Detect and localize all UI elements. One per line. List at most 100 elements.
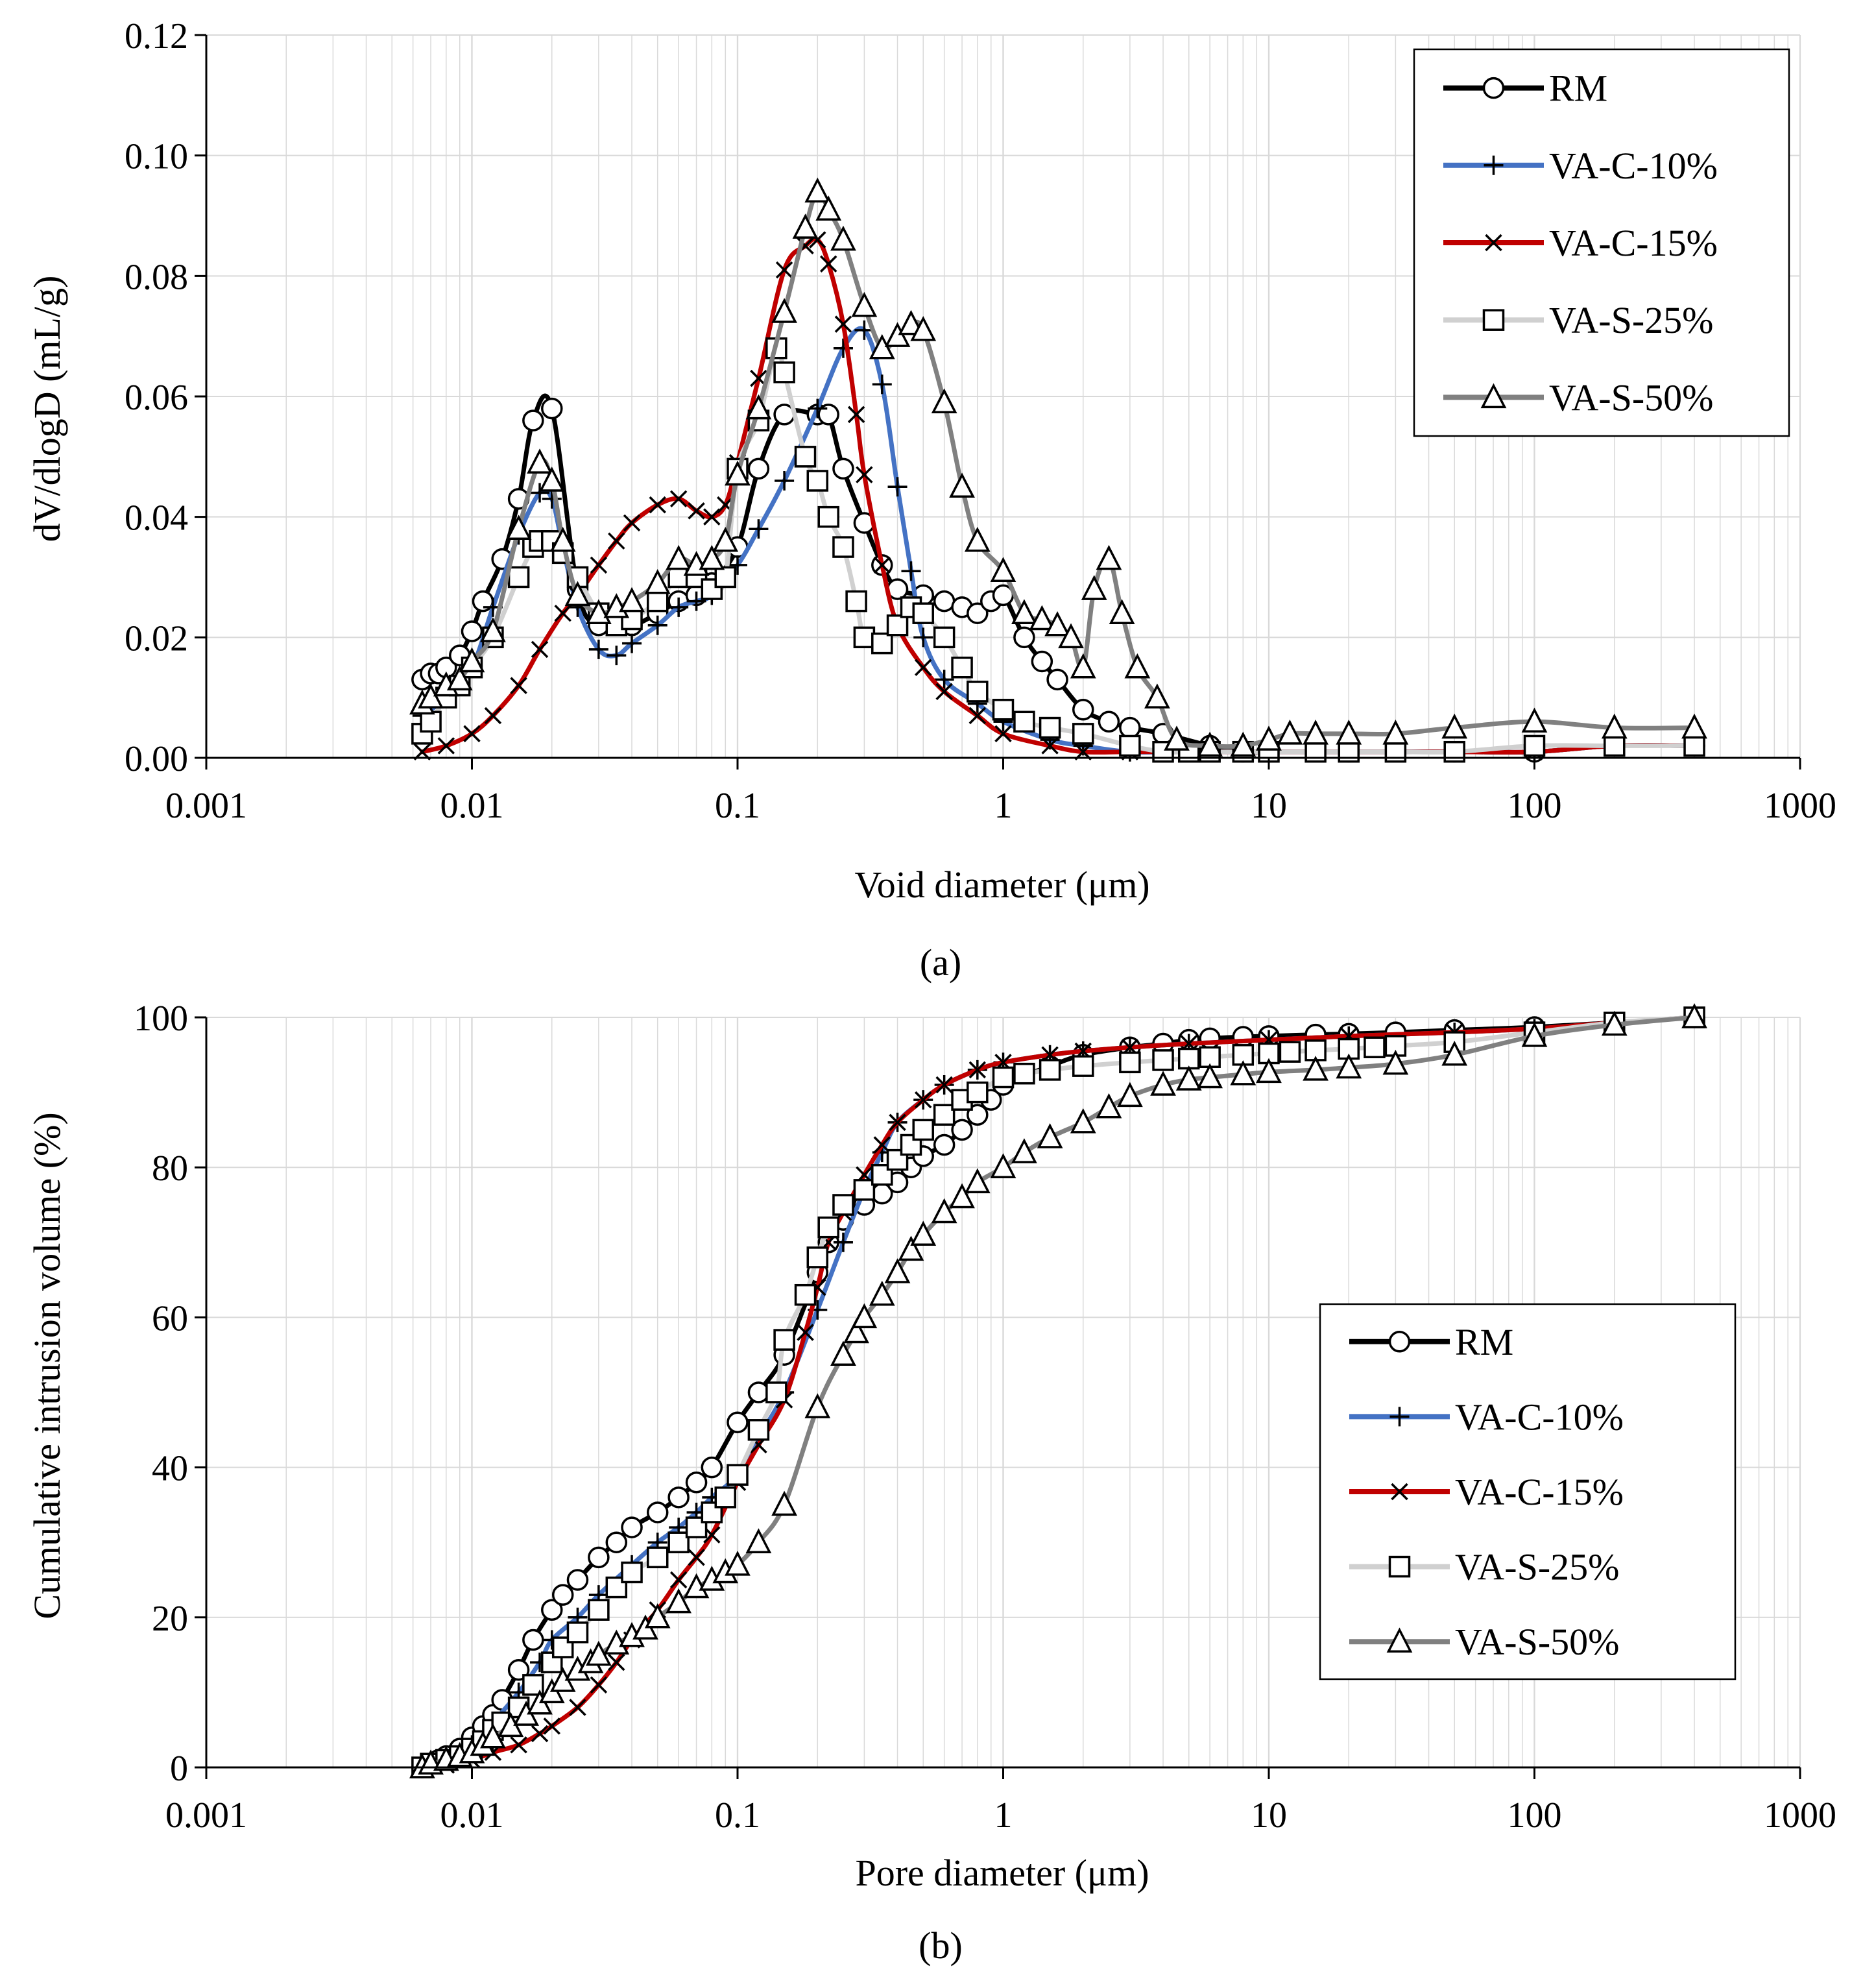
series-rm-point (1232, 1026, 1255, 1048)
series-rm-point (522, 1629, 544, 1651)
series-va-s-25-point (605, 1576, 628, 1599)
series-va-s-25-point (832, 536, 854, 558)
series-va-c-15-point (590, 556, 608, 574)
series-va-s-50-point (1601, 713, 1628, 739)
legend-swatch-marker (1386, 1627, 1413, 1653)
legend-swatch-marker (1482, 77, 1505, 99)
series-va-s-50-point (538, 467, 565, 492)
series-rm-point (1119, 716, 1141, 739)
series-va-s-50-point (1070, 1108, 1096, 1133)
series-va-s-50-point (884, 1258, 911, 1283)
series-va-s-25-point (794, 1283, 817, 1306)
series-va-s-50-point (1058, 623, 1084, 649)
series-va-c-15-point (856, 466, 873, 483)
series-rm-point (817, 404, 839, 426)
series-va-s-50-point (1382, 720, 1409, 745)
axes (195, 34, 1801, 770)
series-va-s-50-point (1336, 720, 1362, 745)
series-va-c-15-point (935, 683, 953, 701)
series-va-s-50-point (949, 472, 975, 498)
legend-item: VA-C-15% (1349, 1471, 1624, 1513)
series-va-s-50-point (1175, 1065, 1202, 1091)
y-tick-label: 20 (152, 1599, 188, 1639)
series-va-s-50-point (1037, 1123, 1063, 1148)
series-rm-point (685, 1471, 708, 1494)
series-va-s-50-point (1382, 1049, 1409, 1075)
series-va-s-50-point (1029, 605, 1055, 631)
series-va-c-15-point (688, 502, 705, 520)
series-va-s-25-point (714, 566, 737, 588)
series-va-c-10-point (530, 483, 550, 503)
series-va-s-25-point (817, 1216, 839, 1239)
x-tick-label: 1000 (1764, 1795, 1836, 1836)
series-va-s-50-point (869, 333, 895, 359)
series-va-s-50-point (843, 1318, 869, 1344)
legend-label: VA-S-25% (1549, 299, 1714, 341)
x-axis-title: Void diameter (μm) (854, 864, 1149, 906)
series-va-s-50-point (990, 557, 1016, 582)
legend-swatch-marker (1388, 1331, 1411, 1353)
series-va-c-15-point (819, 255, 837, 273)
series-va-c-15-point (797, 1324, 814, 1341)
series-va-c-15-point (649, 496, 666, 514)
series-va-c-15-point (623, 514, 641, 532)
series-rm-point (588, 1546, 610, 1569)
x-tick-label: 1 (994, 786, 1013, 826)
legend-swatch-marker (1388, 1555, 1411, 1578)
legend-label: VA-S-50% (1549, 376, 1714, 418)
legend-item: VA-S-25% (1443, 299, 1714, 341)
series-rm-point (933, 1133, 956, 1156)
series-va-s-50-point (1681, 1003, 1707, 1028)
series-va-s-50-point (1011, 599, 1037, 624)
series-rm-point (551, 1584, 574, 1606)
series-va-s-50 (409, 1003, 1707, 1778)
series-va-c-10-point (622, 633, 642, 653)
y-tick-label: 80 (152, 1148, 188, 1189)
series-va-s-50-point (564, 581, 591, 607)
series-rm-point (727, 1411, 749, 1433)
series-va-s-25-point (1039, 716, 1061, 739)
series-va-c-15-point (510, 677, 527, 694)
series-va-s-50-point (712, 526, 739, 552)
series-va-c-15-point (590, 1676, 608, 1694)
series-va-s-50-point (1681, 713, 1707, 739)
series-va-s-50-point (792, 213, 819, 239)
legend-item: VA-C-15% (1443, 222, 1718, 264)
panel-label: (a) (920, 941, 961, 984)
series-va-s-50-point (949, 1183, 975, 1209)
series-va-c-15-point (873, 556, 891, 574)
series-va-s-25-point (588, 1599, 610, 1621)
legend-label: VA-S-50% (1455, 1621, 1620, 1663)
x-tick-label: 0.01 (440, 1795, 504, 1836)
legend-swatch-marker (1389, 1407, 1410, 1427)
series-va-s-25-point (773, 1329, 795, 1351)
series-va-s-50-point (851, 1303, 878, 1329)
series-va-s-25-point (420, 710, 442, 733)
series-va-s-25-point (714, 1486, 737, 1509)
y-tick-label: 100 (134, 999, 188, 1039)
series-va-s-25-point (507, 566, 530, 588)
series-va-s-25-point (667, 1531, 690, 1553)
series-va-c-10-point (728, 555, 747, 575)
y-axis-title: dV/dlogD (mL/g) (26, 276, 68, 542)
series-va-c-10-point (775, 470, 795, 491)
legend-item: RM (1349, 1321, 1513, 1363)
series-va-c-15-point (531, 640, 549, 659)
series-va-s-50-point (505, 515, 532, 540)
x-tick-label: 1000 (1764, 786, 1836, 826)
series-va-s-25-point (1683, 734, 1705, 757)
series-va-s-50-point (745, 394, 772, 420)
y-tick-label: 60 (152, 1298, 188, 1339)
series-va-s-25-point (912, 1119, 934, 1141)
series-va-s-50-point (1303, 1056, 1328, 1081)
series-group (409, 1003, 1707, 1778)
series-va-s-50-point (480, 617, 506, 642)
series-va-s-25-point (701, 578, 723, 600)
series-rm-point (605, 1531, 628, 1553)
series-va-c-15-point (889, 1113, 906, 1132)
series-va-s-25-point (933, 1104, 956, 1126)
series-va-s-50-point (1197, 731, 1223, 757)
series-va-c-15-point (484, 707, 502, 725)
series-va-s-50-point (1124, 653, 1151, 679)
